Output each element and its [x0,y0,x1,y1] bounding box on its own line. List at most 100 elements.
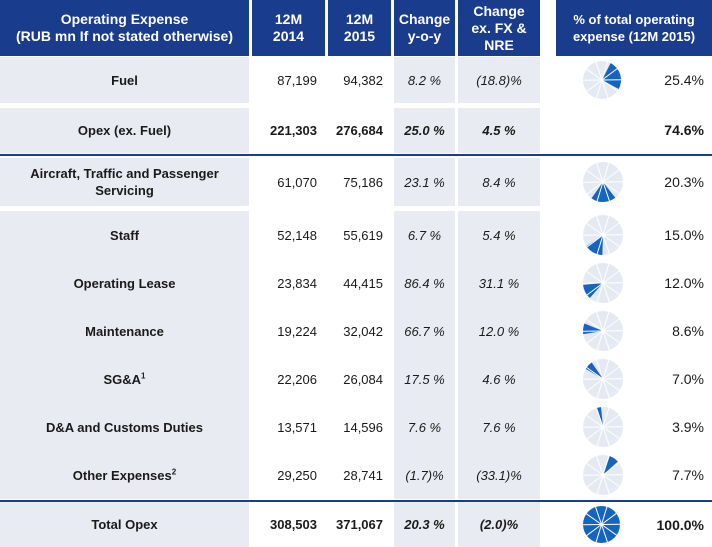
cell-change: 8.2 % [394,57,455,103]
pie-divider [586,426,604,440]
pie-divider [596,181,604,202]
row-label: Maintenance [0,307,249,355]
pie-divider [586,415,604,428]
row-divider [0,500,712,502]
pie-divider [586,378,604,392]
cell-share: 100.0% [656,516,704,533]
pie-divider [586,513,602,525]
cell-share: 20.3% [664,174,704,190]
pie-divider [596,378,604,399]
cell-v2015: 371,067 [336,517,383,532]
cell-change: 7.6 % [394,403,455,451]
cell-share: 7.0% [672,371,704,387]
cell-v2015: 44,415 [343,275,383,291]
pie-divider [601,513,617,525]
cell-v2014: 221,303 [270,122,317,138]
table-row: SG&A1 22,206 26,084 17.5 % 4.6 % 7.0% [0,355,712,403]
cell-v2014: 13,571 [277,419,317,435]
cell-v2015: 276,684 [336,122,383,138]
footnote-marker: 1 [141,371,146,381]
footnote-marker: 2 [171,467,177,477]
share-pie-icon [582,162,624,202]
share-pie-icon [582,263,624,303]
cell-v2014: 87,199 [277,72,317,88]
cell-change: 23.1 % [394,158,455,206]
cell-share: 3.9% [672,419,704,435]
pie-divider [602,455,610,476]
pie-divider [602,263,610,284]
pie-divider [596,162,604,183]
cell-change: 25.0 % [394,107,455,153]
pie-divider [596,455,604,476]
pie-divider [586,319,604,332]
pie-divider [602,378,620,391]
cell-v2014: 22,206 [277,371,317,387]
cell-v2015: 26,084 [343,371,383,387]
cell-v2015: 55,619 [343,227,383,243]
table-row: Fuel 87,199 94,382 8.2 % (18.8)% 25.4% [0,57,712,103]
cell-v2015: 28,741 [343,467,383,483]
cell-v2015: 32,042 [343,323,383,339]
table-row: Operating Lease 23,834 44,415 86.4 % 31.1 % 1… [0,259,712,307]
row-label: D&A and Customs Duties [0,403,249,451]
pie-divider [601,506,608,525]
header-2014: 12M 2014 [252,0,325,56]
pie-divider [602,222,620,236]
pie-divider [602,215,610,236]
pie-divider [602,474,620,487]
pie-divider [602,234,610,255]
pie-divider [602,318,620,332]
cell-share: 12.0% [664,275,704,291]
table-row: Other Expenses2 29,250 28,741 (1.7)% (33.1)%… [0,451,712,499]
pie-divider [602,311,610,332]
pie-divider [602,426,620,439]
pie-divider [601,79,609,99]
share-pie-icon [582,506,621,543]
share-pie-icon [582,311,624,351]
pie-divider [602,181,620,194]
pie-divider [596,407,604,428]
row-label: Staff [0,211,249,259]
cell-change-fx: 31.1 % [458,259,540,307]
pie-divider [586,223,604,236]
pie-divider [596,311,604,332]
header-change: Change y-o-y [394,0,455,56]
pie-divider [596,282,604,303]
pie-divider [602,407,610,428]
pie-divider [596,330,604,351]
pie-divider [586,463,604,476]
row-label: SG&A1 [0,355,249,403]
pie-divider [595,61,603,81]
pie-divider [586,330,604,344]
cell-change-fx: 8.4 % [458,158,540,206]
pie-divider [602,181,610,202]
pie-divider [586,474,604,488]
row-label: Aircraft, Traffic and Passenger Servicin… [0,158,249,206]
cell-change-fx: (33.1)% [458,451,540,499]
pie-divider [602,234,620,247]
pie-divider [596,359,604,380]
cell-v2015: 94,382 [343,72,383,88]
share-pie-icon [582,407,624,447]
header-2015: 12M 2015 [328,0,391,56]
pie-divider [586,282,604,296]
cell-change-fx: 12.0 % [458,307,540,355]
pie-slice [603,456,618,475]
pie-divider [602,426,610,447]
pie-divider [602,270,620,284]
table-row: Aircraft, Traffic and Passenger Servicin… [0,158,712,206]
pie-divider [602,378,610,399]
row-label: Other Expenses2 [0,451,249,499]
pie-divider [586,181,604,195]
pie-divider [601,524,608,543]
cell-change: (1.7)% [394,451,455,499]
cell-change-fx: 4.5 % [458,107,540,153]
header-share: % of total operating expense (12M 2015) [556,0,712,56]
pie-slice [591,182,616,202]
cell-share: 25.4% [664,72,704,88]
row-label: Total Opex [0,502,249,547]
cell-share: 8.6% [672,323,704,339]
cell-v2015: 75,186 [343,174,383,190]
cell-change-fx: 4.6 % [458,355,540,403]
